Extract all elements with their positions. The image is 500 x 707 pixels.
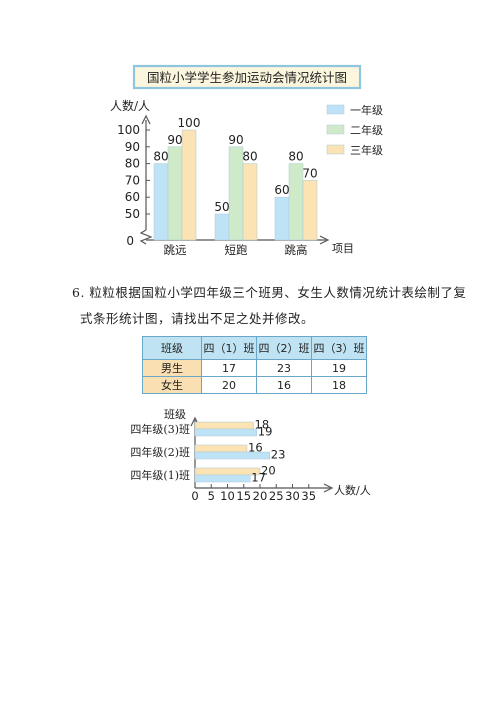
y-axis-arrow-icon [190,416,200,427]
table-row: 女生 20 16 18 [142,376,367,394]
table-cell: 18 [311,376,367,394]
bar [242,163,258,241]
bar [302,180,318,241]
x-tick-label: 跳高 [285,243,308,257]
table-corner-cell: 班级 [142,336,202,360]
question-line-1: 6. 粒粒根据国粒小学四年级三个班男、女生人数情况统计表绘制了复 [72,285,467,300]
x-axis-arrow-icon [319,235,330,245]
legend-label: 二年级 [350,123,383,137]
y-axis-label: 班级 [164,408,186,421]
x-tick-label: 0 [191,489,198,503]
chart-title: 国粒小学学生参加运动会情况统计图 [147,70,347,85]
table-column-header: 四（3）班 [311,336,367,360]
sports-chart: 国粒小学学生参加运动会情况统计图 人数/人 项目 0 50 60 70 80 90 100… [110,64,383,257]
table-row: 男生 17 23 19 [142,359,367,377]
bar [194,444,248,453]
data-label: 80 [242,150,257,164]
data-label: 70 [302,166,317,180]
x-tick-label: 25 [269,489,284,503]
x-tick-label: 15 [236,489,251,503]
stats-table: 班级 四（1）班 四（2）班 四（3）班 男生 17 23 19 女生 20 1… [142,336,367,394]
data-label: 90 [228,133,243,147]
x-tick-label: 短跑 [225,243,248,257]
bar [288,163,304,241]
y-tick-label: 100 [117,123,140,137]
legend-label: 三年级 [350,143,383,157]
y-tick-label: 90 [125,140,140,154]
y-tick-label: 50 [125,207,140,221]
bar [181,129,197,241]
y-tick-label: 四年级(3)班 [130,422,190,436]
table-cell: 16 [256,376,312,394]
x-axis-label: 人数/人 [334,484,371,497]
x-axis-label: 项目 [332,242,354,255]
chart-title-box [132,64,362,90]
x-tick-label: 20 [253,489,268,503]
x-axis-arrow-icon [323,483,334,493]
table-header-row: 班级 四（1）班 四（2）班 四（3）班 [142,336,367,360]
y-axis-arrow-icon [141,114,151,125]
data-label: 100 [178,116,201,130]
bar [214,213,230,241]
table-row-label: 男生 [142,359,202,377]
bar [228,146,244,241]
y-tick-label: 70 [125,173,140,187]
data-label: 20 [261,464,276,478]
legend-swatch [326,124,345,135]
table-column-header: 四（1）班 [201,336,257,360]
x-tick-label: 5 [208,489,215,503]
table-row-label: 女生 [142,376,202,394]
bar [153,163,169,241]
x-tick-label: 35 [301,489,316,503]
y-tick-label: 四年级(2)班 [130,445,190,459]
table-cell: 17 [201,359,257,377]
y-tick-label: 四年级(1)班 [130,468,190,482]
x-tick-label: 跳远 [164,243,187,257]
bar [194,421,254,430]
data-label: 50 [214,200,229,214]
data-label: 80 [288,150,303,164]
data-label: 80 [153,150,168,164]
bar [274,196,290,241]
table-cell: 20 [201,376,257,394]
legend-swatch [326,104,345,115]
table-column-header: 四（2）班 [256,336,312,360]
legend-swatch [326,144,345,155]
data-label: 90 [167,133,182,147]
y-tick-label: 80 [125,157,140,171]
data-label: 17 [251,471,266,485]
axis-break-icon [139,229,153,245]
data-label: 18 [255,418,270,432]
y-axis-label: 人数/人 [110,98,150,113]
bar [194,451,270,460]
table-cell: 23 [256,359,312,377]
x-tick-label: 30 [285,489,300,503]
data-label: 23 [271,448,286,462]
y-tick-label: 60 [125,190,140,204]
data-label: 16 [248,441,263,455]
table-cell: 19 [311,359,367,377]
x-tick-label: 10 [220,489,235,503]
bar [194,428,257,437]
y-tick-zero: 0 [126,234,134,248]
data-label: 60 [274,183,289,197]
question-line-2: 式条形统计图，请找出不足之处并修改。 [80,311,315,326]
data-label: 19 [258,425,273,439]
bar [194,474,251,483]
legend-label: 一年级 [350,103,383,117]
bar [167,146,183,241]
bar [194,467,261,476]
